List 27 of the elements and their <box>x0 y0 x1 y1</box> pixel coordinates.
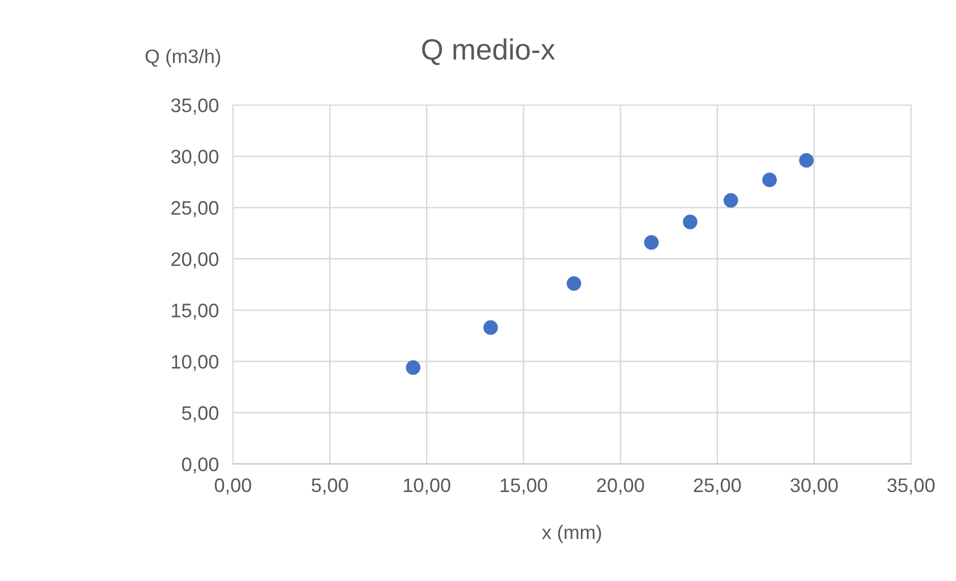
point <box>762 172 777 188</box>
y-tick-label: 30,00 <box>171 150 218 166</box>
point <box>566 276 582 291</box>
point <box>682 214 698 230</box>
y-tick-label: 15,00 <box>172 304 218 320</box>
x-tick-label: 5,00 <box>312 478 348 494</box>
point <box>799 153 814 168</box>
y-tick-label: 10,00 <box>172 354 218 371</box>
x-tick-label: 35,00 <box>887 478 935 494</box>
y-tick-label: 20,00 <box>171 252 218 268</box>
chart-title: Q medio-x <box>422 38 555 66</box>
x-tick-label: 30,00 <box>790 478 838 494</box>
y-tick-label: 25,00 <box>171 201 218 218</box>
y-tick-label: 0,00 <box>182 457 218 474</box>
x-tick-label: 10,00 <box>404 478 450 494</box>
point <box>724 193 738 208</box>
y-tick-label: 35,00 <box>171 98 218 115</box>
point <box>644 235 659 250</box>
point <box>483 320 498 335</box>
y-tick-label: 5,00 <box>182 406 218 422</box>
x-tick-label: 15,00 <box>500 478 548 494</box>
x-axis-title: x (mm) <box>542 524 602 544</box>
x-tick-label: 20,00 <box>597 478 644 494</box>
y-axis-title: Q (m3/h) <box>146 48 220 68</box>
x-tick-label: 25,00 <box>694 478 741 494</box>
point <box>406 360 420 375</box>
x-tick-label: 0,00 <box>214 478 252 494</box>
